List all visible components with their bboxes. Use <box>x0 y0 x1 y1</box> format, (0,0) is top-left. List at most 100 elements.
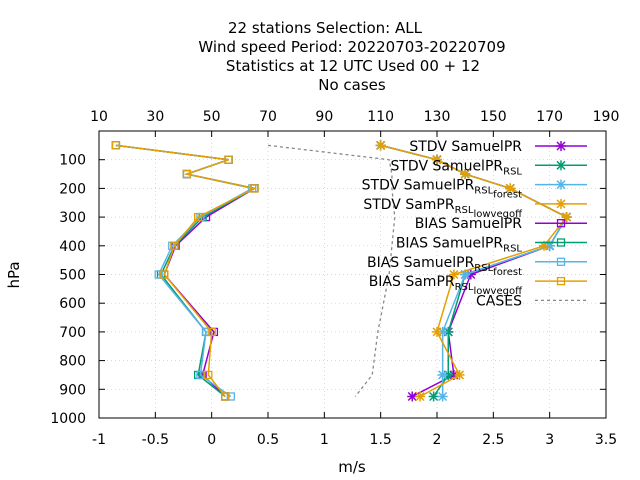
data-point <box>556 179 566 190</box>
legend-label: BIAS SamuelPR <box>415 216 523 232</box>
x-tick-label: 2 <box>433 432 442 448</box>
legend-subscript: forest <box>493 267 522 278</box>
data-point <box>375 140 386 151</box>
legend-subscript: RSL <box>474 186 493 197</box>
data-point <box>437 391 448 402</box>
x-tick-label: 1.5 <box>370 432 392 448</box>
y-tick-label: 1000 <box>50 411 86 427</box>
x2-tick-label: 90 <box>315 109 333 125</box>
legend-subscript: RSL <box>503 166 522 177</box>
legend-subscript: RSL <box>503 244 522 255</box>
series-3 <box>375 140 572 402</box>
y-tick-label: 700 <box>59 325 86 341</box>
y-tick-label: 400 <box>59 239 86 255</box>
y-tick-label: 100 <box>59 153 86 169</box>
data-point <box>193 212 203 222</box>
data-point <box>556 198 566 209</box>
x2-tick-label: 70 <box>259 109 277 125</box>
y-tick-label: 300 <box>59 210 86 226</box>
x-tick-label: 2.5 <box>482 432 504 448</box>
data-point <box>226 392 235 401</box>
data-point <box>556 219 566 228</box>
y-tick-label: 600 <box>59 296 86 312</box>
data-point <box>224 155 233 164</box>
data-point <box>201 327 211 337</box>
data-point <box>556 257 566 266</box>
x2-tick-label: 190 <box>593 109 620 125</box>
data-point <box>437 369 448 380</box>
series-line <box>380 144 568 398</box>
data-point <box>250 184 259 193</box>
x2-tick-label: 150 <box>480 109 507 125</box>
x2-tick-label: 10 <box>90 109 108 125</box>
legend-subscript: forest <box>493 190 522 201</box>
grid <box>99 131 606 418</box>
data-point <box>428 391 439 402</box>
x-tick-label: 1 <box>320 432 329 448</box>
data-point <box>556 276 566 286</box>
data-point <box>207 327 216 337</box>
legend-label: STDV SamuelPR <box>409 139 522 155</box>
data-point <box>432 326 442 337</box>
data-point <box>556 238 566 247</box>
x2-tick-label: 170 <box>536 109 563 125</box>
x2-tick-label: 130 <box>424 109 451 125</box>
legend-label: CASES <box>476 293 522 309</box>
x-axis-label: m/s <box>338 458 366 476</box>
series-line <box>115 144 257 398</box>
chart-title: 22 stations Selection: ALL Wind speed Pe… <box>198 19 505 94</box>
x-tick-label: 0.5 <box>257 432 279 448</box>
x2-tick-label: 110 <box>367 109 394 125</box>
data-point <box>432 154 442 165</box>
data-point <box>415 391 426 402</box>
legend-entry-5: BIAS SamuelPRRSL <box>396 236 587 255</box>
x-tick-label: -1 <box>92 432 106 448</box>
y-axis-label: hPa <box>5 261 23 288</box>
legend-subscript: RSL <box>474 263 493 274</box>
series-4 <box>111 141 259 401</box>
data-point <box>448 269 459 280</box>
data-point <box>204 370 213 380</box>
title-line-2: Wind speed Period: 20220703-20220709 <box>198 38 505 56</box>
legend-entry-8: CASES <box>476 293 587 309</box>
cases-line <box>267 144 396 397</box>
series-line <box>115 144 257 398</box>
series-line <box>115 144 257 397</box>
y-tick-label: 900 <box>59 382 86 398</box>
legend-subscript: RSL <box>455 205 474 216</box>
series-6 <box>111 141 257 401</box>
data-point <box>182 169 192 179</box>
data-point <box>556 141 566 151</box>
data-point <box>561 212 572 223</box>
legend-entry-1: STDV SamuelPRRSL <box>390 158 587 177</box>
legend-entry-4: BIAS SamuelPR <box>415 216 587 232</box>
axes: -1 -0.5 0 0.5 1 1.5 2 2.5 3 3.5 10 30 50 70 90 110 130 15… <box>50 109 619 448</box>
y-tick-label: 800 <box>59 354 86 370</box>
title-line-4: No cases <box>318 76 386 94</box>
data-point <box>556 160 566 171</box>
legend-subscript: RSL <box>455 282 474 293</box>
legend-entry-0: STDV SamuelPR <box>409 139 587 155</box>
data-point <box>454 369 465 380</box>
data-point <box>154 270 163 279</box>
title-line-3: Statistics at 12 UTC Used 00 + 12 <box>226 57 480 75</box>
legend-label: BIAS SamuelPRRSL <box>396 236 523 255</box>
legend-label: STDV SamuelPRRSL <box>390 158 522 177</box>
x2-tick-label: 30 <box>146 109 164 125</box>
data-point <box>111 141 121 150</box>
x-tick-label: 0 <box>207 432 216 448</box>
x2-tick-label: 50 <box>203 109 221 125</box>
x-tick-label: 3.5 <box>595 432 617 448</box>
title-line-1: 22 stations Selection: ALL <box>228 19 423 37</box>
data-point <box>505 183 516 194</box>
y-tick-label: 200 <box>59 181 86 197</box>
series-7 <box>111 141 259 401</box>
legend-subscript: lowvegoff <box>473 286 523 297</box>
data-point <box>170 241 179 250</box>
x-tick-label: 3 <box>545 432 554 448</box>
x-tick-label: -0.5 <box>142 432 169 448</box>
legend-subscript: lowvegoff <box>473 209 523 220</box>
data-point <box>196 370 205 380</box>
